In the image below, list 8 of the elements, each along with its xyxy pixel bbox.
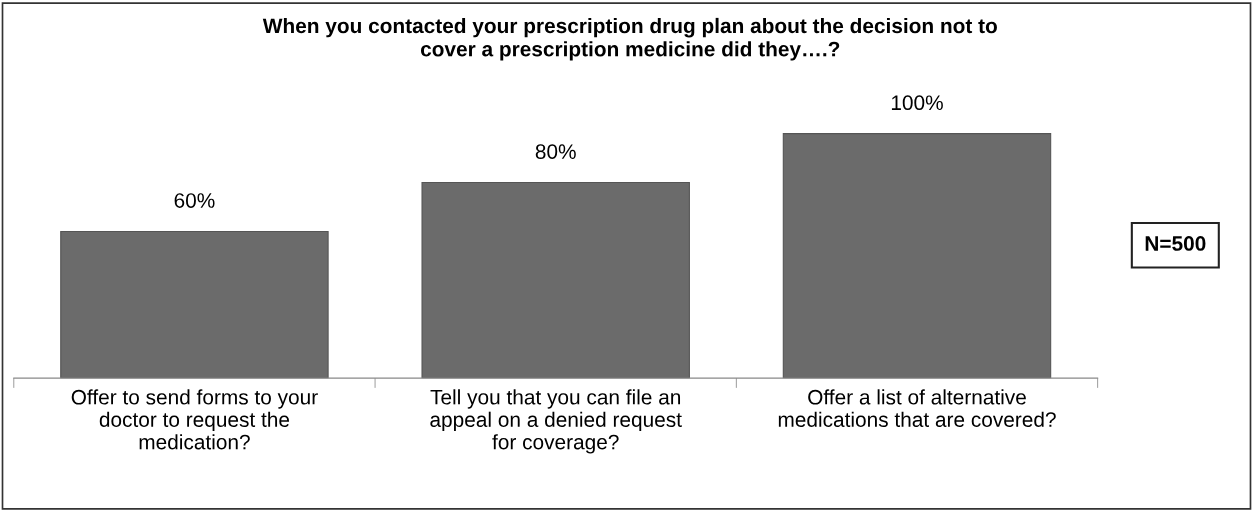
data-label: 100%	[891, 95, 943, 111]
x-tick-label: Offer to send forms to your doctor to request the medication?	[71, 389, 318, 450]
text: N=500	[1145, 236, 1206, 251]
data-label: 80%	[535, 144, 576, 159]
x-tick-label: Offer a list of alternative medications that are covered?	[778, 389, 1056, 427]
x-tick-label: Tell you that you can file an appeal on a denied request for coverage?	[430, 389, 682, 454]
chart-title: When you contacted your prescription drug plan about the decision not to cover a prescription medicine did they….?	[262, 17, 997, 61]
data-label: 60%	[174, 193, 215, 208]
